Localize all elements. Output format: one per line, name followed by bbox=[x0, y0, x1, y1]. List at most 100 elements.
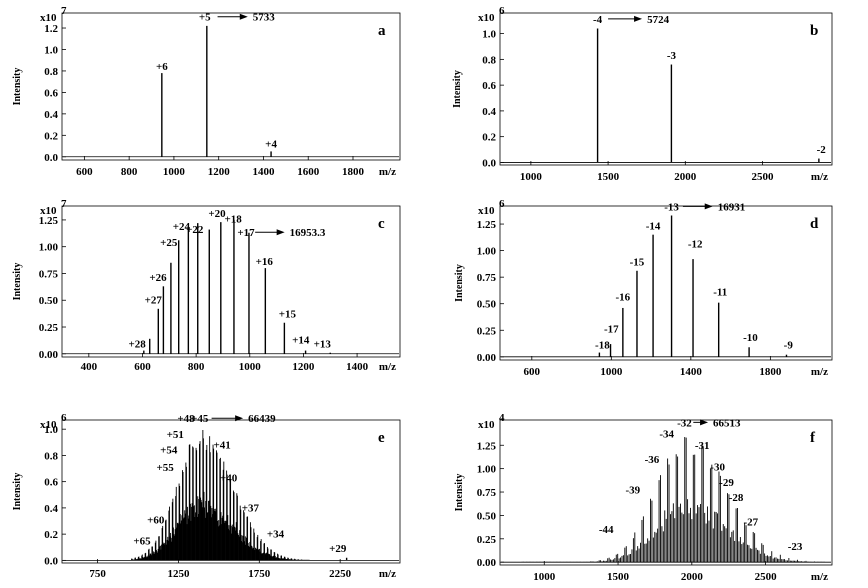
y-tick-label: 0.0 bbox=[482, 157, 496, 169]
x-tick-label: 1750 bbox=[248, 568, 271, 580]
x-tick-label: 1800 bbox=[342, 166, 365, 178]
x-axis-label: m/z bbox=[811, 571, 828, 583]
charge-label: -17 bbox=[604, 324, 619, 336]
charge-label: -32 bbox=[677, 417, 692, 429]
x-tick-label: 800 bbox=[188, 361, 205, 373]
panel-a: 0.0 0.2 0.4 0.6 0.8 1.0 1.2 600 800 1000 1200 1400 1… bbox=[12, 5, 401, 178]
y-tick-label: 0.0 bbox=[44, 555, 58, 567]
y-tick-label: 1.0 bbox=[44, 44, 58, 56]
x-axis-label: m/z bbox=[379, 166, 396, 178]
charge-label: -36 bbox=[645, 454, 660, 466]
panel-letter: e bbox=[378, 430, 385, 446]
x-tick-label: 1000 bbox=[239, 361, 262, 373]
x-tick-label: 2500 bbox=[755, 571, 778, 583]
mass-arrow-head bbox=[239, 13, 248, 20]
x-tick-label: 1000 bbox=[600, 366, 623, 378]
y-tick-label: 0.4 bbox=[482, 106, 496, 118]
x-tick-label: 1800 bbox=[759, 366, 782, 378]
charge-label: +55 bbox=[157, 462, 175, 474]
x-tick-label: 400 bbox=[81, 361, 98, 373]
y-tick-label: 0.75 bbox=[477, 487, 497, 499]
y-tick-label: 0.75 bbox=[39, 268, 59, 280]
charge-label: +17 bbox=[237, 227, 255, 239]
charge-label: -18 bbox=[595, 340, 610, 352]
panel-letter: b bbox=[810, 23, 818, 39]
y-tick-label: 0.25 bbox=[477, 325, 497, 337]
charge-label: -9 bbox=[784, 340, 794, 352]
charge-label: +22 bbox=[186, 224, 204, 236]
y-tick-label: 0.6 bbox=[44, 87, 58, 99]
y-tick-label: 1.25 bbox=[477, 219, 497, 231]
charge-label: -29 bbox=[719, 477, 734, 489]
y-tick-label: 1.0 bbox=[482, 29, 496, 41]
y-tick-label: 0.8 bbox=[482, 54, 496, 66]
panel-letter: a bbox=[378, 23, 386, 39]
y-tick-label: 0.2 bbox=[44, 529, 58, 541]
charge-label: -31 bbox=[695, 440, 710, 452]
x-tick-label: 1400 bbox=[252, 166, 275, 178]
y-axis-label: Intensity bbox=[454, 474, 465, 512]
charge-label: -10 bbox=[743, 332, 758, 344]
y-tick-label: 0.4 bbox=[44, 503, 58, 515]
y-tick-label: 0.25 bbox=[477, 534, 497, 546]
charge-label: +65 bbox=[133, 535, 151, 547]
deconvoluted-mass: 16953.3 bbox=[290, 227, 326, 239]
plot-frame bbox=[61, 419, 401, 564]
x-tick-label: 1500 bbox=[607, 571, 630, 583]
x-axis-label: m/z bbox=[811, 366, 828, 378]
scale-exponent: 7 bbox=[61, 5, 67, 17]
x-tick-label: 2250 bbox=[329, 568, 352, 580]
y-tick-label: 0.2 bbox=[44, 130, 58, 142]
charge-label: +14 bbox=[292, 334, 310, 346]
charge-label: +29 bbox=[329, 543, 347, 555]
mass-arrow-head bbox=[235, 415, 244, 422]
y-tick-label: 0.00 bbox=[477, 557, 497, 569]
y-tick-label: 0.2 bbox=[482, 132, 496, 144]
y-tick-label: 0.0 bbox=[44, 152, 58, 164]
y-tick-label: 0.00 bbox=[39, 349, 59, 361]
charge-label: -23 bbox=[788, 541, 803, 553]
x-tick-label: 2500 bbox=[752, 171, 775, 183]
y-tick-label: 1.00 bbox=[477, 464, 497, 476]
y-axis-label: Intensity bbox=[454, 264, 465, 302]
x-tick-label: 600 bbox=[524, 366, 541, 378]
deconvoluted-mass: 5733 bbox=[253, 12, 276, 24]
charge-label: +15 bbox=[279, 309, 297, 321]
y-tick-label: 1.25 bbox=[39, 215, 59, 227]
y-tick-label: 1.00 bbox=[477, 246, 497, 258]
y-tick-label: 0.4 bbox=[44, 109, 58, 121]
charge-label: +27 bbox=[145, 295, 163, 307]
charge-label: +28 bbox=[128, 339, 146, 351]
y-tick-label: 0.8 bbox=[44, 66, 58, 78]
panel-d: 0.00 0.25 0.50 0.75 1.00 1.25 600 1000 1400 1800 m… bbox=[454, 198, 833, 378]
plot-frame bbox=[499, 205, 833, 361]
panel-letter: f bbox=[810, 430, 816, 446]
x-tick-label: 1400 bbox=[346, 361, 369, 373]
charge-label: +45 bbox=[191, 413, 209, 425]
plot-frame bbox=[499, 419, 833, 566]
charge-label: +25 bbox=[160, 237, 178, 249]
x-axis-label: m/z bbox=[379, 568, 396, 580]
x-tick-label: 1000 bbox=[520, 171, 543, 183]
x-tick-label: 750 bbox=[89, 568, 106, 580]
charge-label: -11 bbox=[713, 286, 727, 298]
y-axis-label: Intensity bbox=[452, 70, 463, 108]
charge-label: +54 bbox=[160, 445, 178, 457]
charge-label: -2 bbox=[817, 144, 827, 156]
scale-exponent: 6 bbox=[61, 412, 67, 424]
panel-e: 0.0 0.2 0.4 0.6 0.8 1.0 750 1250 1750 2250 m/z Inte… bbox=[12, 412, 401, 580]
charge-label: +37 bbox=[242, 502, 260, 514]
mass-arrow-head bbox=[634, 15, 643, 22]
y-tick-label: 0.50 bbox=[39, 295, 59, 307]
x-tick-label: 1000 bbox=[163, 166, 186, 178]
y-tick-label: 0.6 bbox=[44, 477, 58, 489]
charge-label: -3 bbox=[667, 50, 677, 62]
charge-label: +6 bbox=[156, 61, 168, 73]
deconvoluted-mass: 66513 bbox=[713, 417, 741, 429]
panel-letter: d bbox=[810, 216, 819, 232]
charge-label: -15 bbox=[630, 257, 645, 269]
x-tick-label: 1250 bbox=[167, 568, 190, 580]
charge-label: +13 bbox=[314, 339, 332, 351]
charge-label: +34 bbox=[267, 529, 285, 541]
